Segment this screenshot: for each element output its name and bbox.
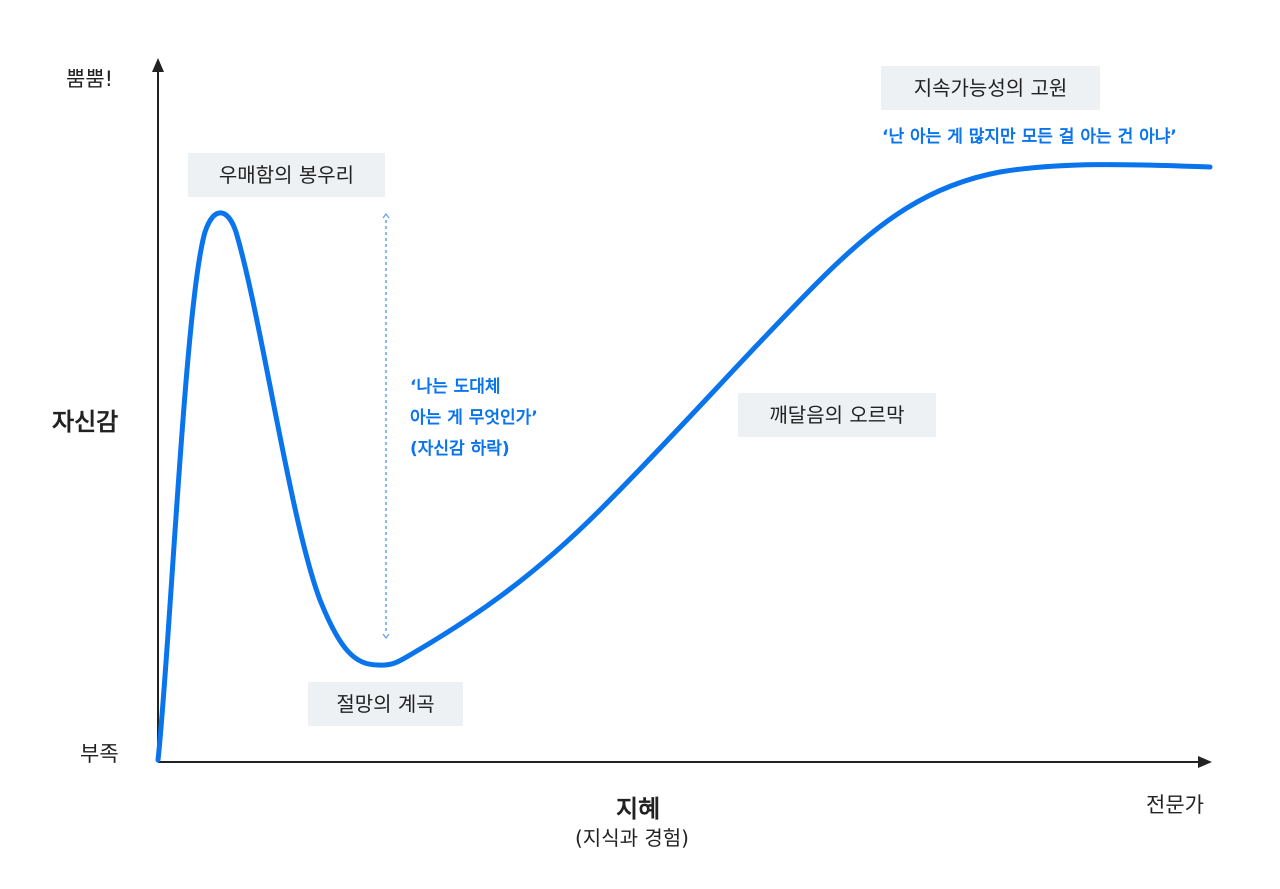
stage-tag-valley: 절망의 계곡 [308,682,463,726]
x-axis-subtitle: (지식과 경험) [575,826,689,850]
x-axis-arrow-icon [1198,756,1212,768]
y-axis-bottom-label: 부족 [80,742,119,766]
drop-quote-line1: ‘나는 도대체 [410,377,501,397]
y-axis-arrow-icon [152,58,164,72]
confidence-curve [155,162,1213,763]
dashed-line-bottom-arrow-icon [382,633,390,639]
stage-tag-slope: 깨달음의 오르막 [738,393,936,437]
drop-quote-line3: (자신감 하락) [410,439,510,459]
drop-quote-line2: 아는 게 무엇인가’ [410,408,538,428]
x-axis-title: 지혜 [616,795,661,823]
x-axis-end-label: 전문가 [1146,793,1204,817]
y-axis-title: 자신감 [52,408,119,436]
plateau-quote: ‘난 아는 게 많지만 모든 걸 아는 건 아냐’ [882,127,1177,147]
dashed-line-top-arrow-icon [382,213,390,219]
stage-tag-plateau: 지속가능성의 고원 [881,66,1100,110]
stage-tag-peak: 우매함의 봉우리 [188,153,385,197]
y-axis-top-label: 뿜뿜! [66,67,114,91]
